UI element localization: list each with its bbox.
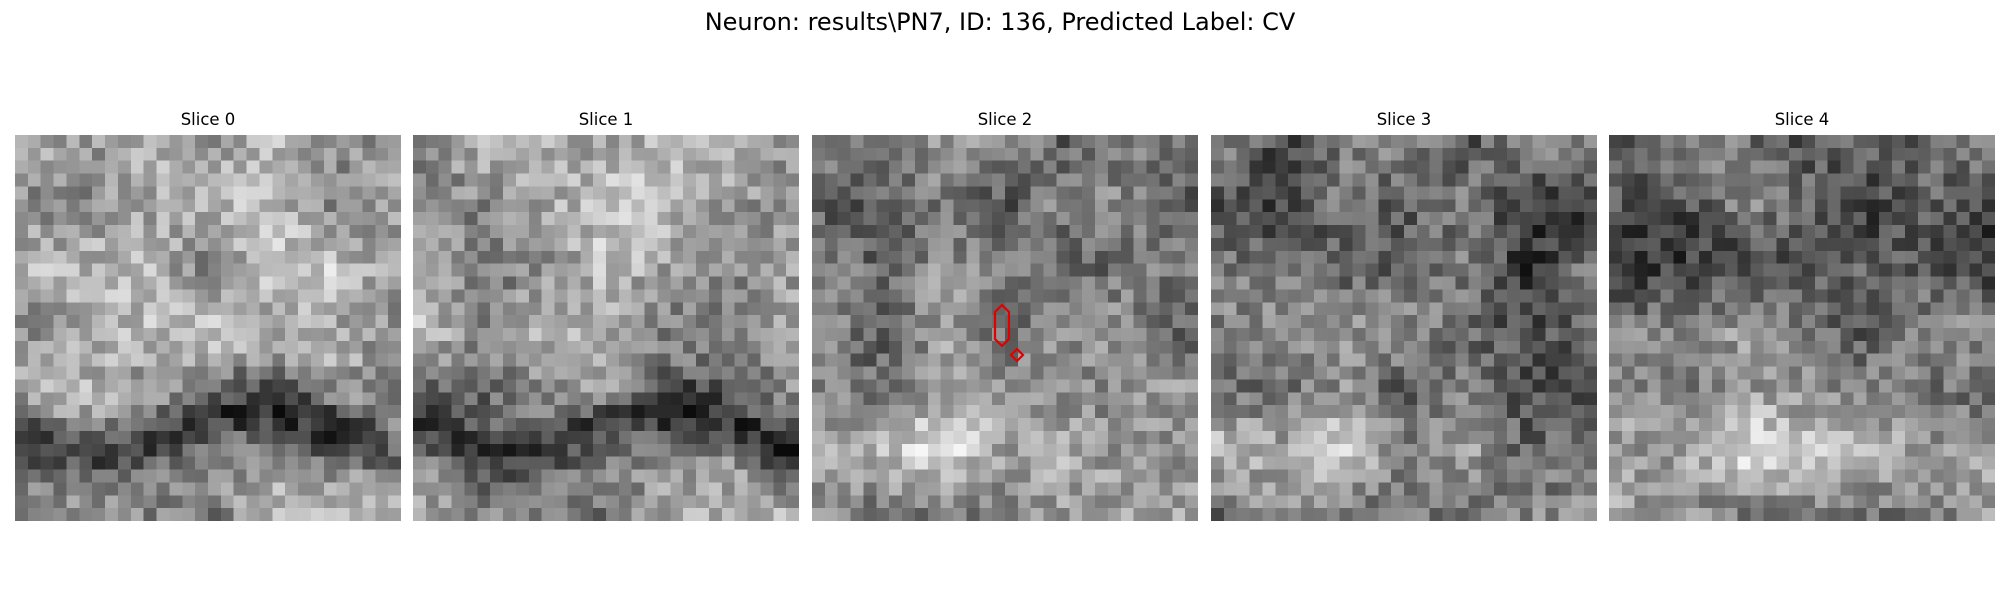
slice-title-3: Slice 3 (1376, 110, 1432, 129)
slice-panel-3: Slice 3 (1211, 110, 1597, 521)
slice-title-4: Slice 4 (1774, 110, 1830, 129)
slice-panel-2: Slice 2 (812, 110, 1198, 521)
figure-title: Neuron: results\PN7, ID: 136, Predicted … (704, 8, 1296, 36)
slice-image-1 (413, 135, 799, 521)
slice-panel-0: Slice 0 (15, 110, 401, 521)
slice-image-3 (1211, 135, 1597, 521)
slice-title-2: Slice 2 (977, 110, 1033, 129)
slice-image-2 (812, 135, 1198, 521)
slice-pixels-3 (1211, 135, 1597, 521)
slice-panel-4: Slice 4 (1609, 110, 1995, 521)
slice-pixels-1 (413, 135, 799, 521)
slice-pixels-0 (15, 135, 401, 521)
slice-pixels-4 (1609, 135, 1995, 521)
slice-image-0 (15, 135, 401, 521)
slice-title-0: Slice 0 (180, 110, 236, 129)
slice-panel-1: Slice 1 (413, 110, 799, 521)
slice-title-1: Slice 1 (578, 110, 634, 129)
slice-image-4 (1609, 135, 1995, 521)
slice-pixels-2 (812, 135, 1198, 521)
